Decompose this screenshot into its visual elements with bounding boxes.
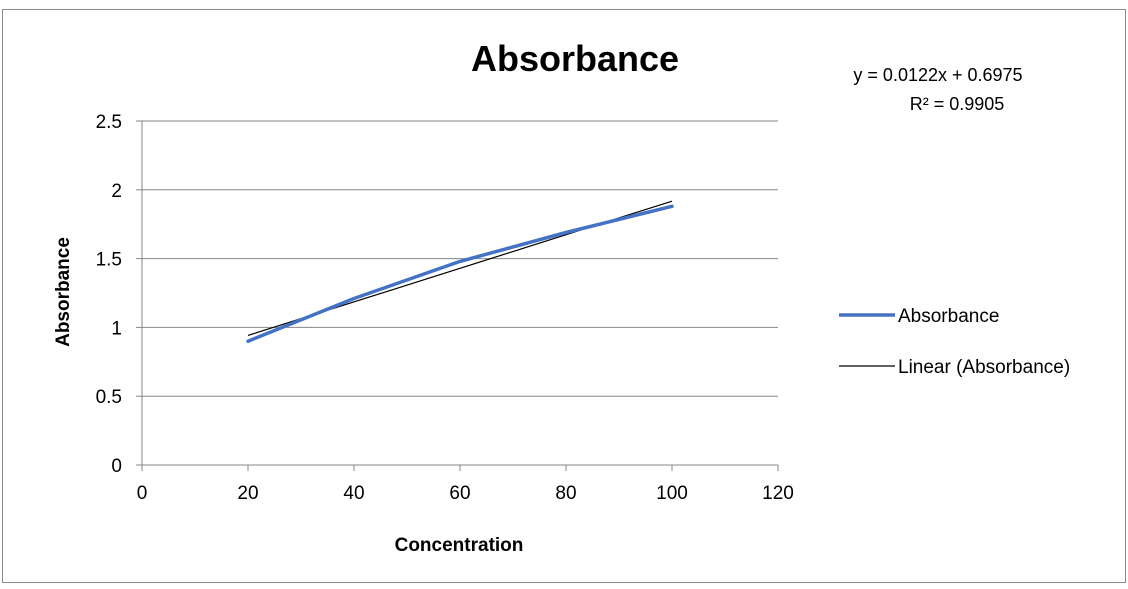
y-tick-label: 2 (111, 181, 122, 202)
absorbance-chart: 0 0.5 1 1.5 2 2.5 0 20 40 60 80 100 120 Absorbance … (3, 10, 1127, 584)
legend: Absorbance Linear (Absorbance) (839, 306, 1070, 378)
legend-label-linear-absorbance: Linear (Absorbance) (898, 357, 1070, 378)
chart-area: 0 0.5 1 1.5 2 2.5 0 20 40 60 80 100 120 Absorbance … (2, 9, 1126, 583)
y-tick-label: 0 (111, 456, 122, 477)
trendline-equation: y = 0.0122x + 0.6975 (853, 65, 1022, 85)
y-axis-ticks: 0 0.5 1 1.5 2 2.5 (96, 112, 142, 477)
y-tick-label: 1 (111, 318, 122, 339)
x-axis-title: Concentration (395, 535, 524, 556)
x-tick-label: 0 (137, 483, 148, 504)
legend-label-absorbance: Absorbance (898, 306, 999, 327)
trendline-r-squared: R² = 0.9905 (910, 94, 1005, 114)
x-tick-label: 20 (237, 483, 258, 504)
series-line-absorbance (248, 206, 672, 341)
x-tick-label: 80 (555, 483, 576, 504)
x-tick-label: 120 (762, 483, 794, 504)
y-tick-label: 1.5 (96, 250, 122, 271)
y-tick-label: 2.5 (96, 112, 122, 133)
series-group (248, 206, 672, 341)
gridlines (142, 121, 778, 396)
x-tick-label: 40 (343, 483, 364, 504)
axes (142, 121, 778, 465)
y-axis-title: Absorbance (53, 237, 74, 347)
chart-title: Absorbance (471, 38, 679, 79)
x-tick-label: 100 (656, 483, 688, 504)
x-axis-ticks: 0 20 40 60 80 100 120 (137, 465, 794, 504)
y-tick-label: 0.5 (96, 387, 122, 408)
x-tick-label: 60 (449, 483, 470, 504)
